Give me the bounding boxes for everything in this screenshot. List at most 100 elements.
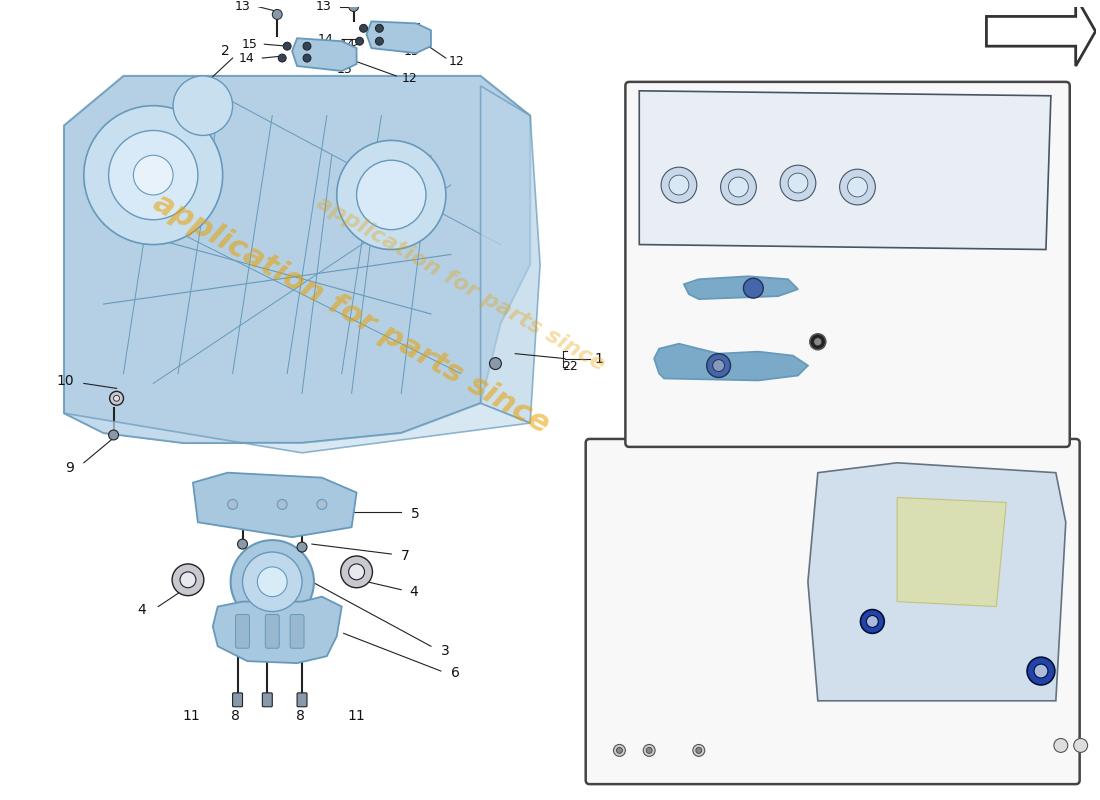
Polygon shape (684, 276, 798, 299)
FancyBboxPatch shape (290, 614, 304, 648)
Text: 13: 13 (316, 0, 332, 13)
Circle shape (283, 42, 292, 50)
Circle shape (109, 130, 198, 220)
Polygon shape (64, 76, 530, 443)
Text: 10: 10 (56, 374, 74, 389)
Circle shape (133, 155, 173, 195)
Circle shape (297, 542, 307, 552)
Text: 15: 15 (242, 38, 257, 50)
Polygon shape (481, 86, 540, 423)
Text: 9: 9 (65, 461, 74, 474)
Text: 11: 11 (348, 709, 365, 722)
Text: 13: 13 (234, 0, 251, 13)
Text: 17: 17 (927, 652, 943, 665)
Circle shape (375, 24, 384, 32)
Text: 8: 8 (296, 709, 305, 722)
Polygon shape (898, 498, 1006, 606)
FancyBboxPatch shape (235, 614, 250, 648)
Text: 4: 4 (138, 602, 146, 617)
Circle shape (109, 430, 119, 440)
Text: 4: 4 (409, 585, 418, 598)
Circle shape (693, 745, 705, 756)
Circle shape (1054, 738, 1068, 752)
Circle shape (242, 552, 302, 611)
Circle shape (744, 278, 763, 298)
Circle shape (273, 10, 283, 19)
Polygon shape (192, 473, 356, 537)
Text: 3: 3 (441, 644, 450, 658)
Circle shape (180, 572, 196, 588)
Polygon shape (212, 597, 342, 663)
Circle shape (231, 540, 314, 623)
Text: 14: 14 (318, 33, 333, 46)
FancyBboxPatch shape (265, 614, 279, 648)
Circle shape (356, 160, 426, 230)
Circle shape (113, 395, 120, 402)
Text: 14: 14 (239, 51, 254, 65)
Text: 15: 15 (323, 45, 340, 58)
Circle shape (302, 54, 311, 62)
Text: 8: 8 (231, 709, 240, 722)
Circle shape (302, 42, 311, 50)
Circle shape (257, 567, 287, 597)
Text: 11: 11 (183, 709, 200, 722)
Text: 5: 5 (411, 507, 420, 522)
Circle shape (228, 499, 238, 510)
Text: application for parts since: application for parts since (314, 193, 608, 375)
Polygon shape (654, 344, 807, 381)
Circle shape (867, 615, 878, 627)
FancyBboxPatch shape (297, 693, 307, 706)
Circle shape (173, 76, 232, 135)
Circle shape (238, 539, 248, 549)
Text: 22: 22 (562, 360, 578, 373)
Circle shape (277, 499, 287, 510)
Polygon shape (807, 462, 1066, 701)
Circle shape (110, 391, 123, 406)
Text: 1: 1 (595, 352, 604, 366)
Circle shape (616, 747, 623, 754)
Circle shape (172, 564, 204, 596)
FancyBboxPatch shape (585, 439, 1080, 784)
Text: 18: 18 (1054, 704, 1069, 718)
Text: 12: 12 (402, 73, 417, 86)
Circle shape (1074, 738, 1088, 752)
Text: 15: 15 (337, 63, 353, 77)
Circle shape (614, 745, 626, 756)
Text: 20: 20 (890, 299, 906, 313)
Circle shape (706, 354, 730, 378)
Circle shape (349, 2, 359, 11)
Text: 12: 12 (449, 54, 464, 67)
Circle shape (1034, 664, 1048, 678)
Circle shape (355, 38, 363, 45)
Text: 6: 6 (451, 666, 460, 680)
Polygon shape (64, 403, 530, 453)
Circle shape (341, 556, 373, 588)
Circle shape (720, 169, 757, 205)
Polygon shape (987, 0, 1096, 66)
Circle shape (713, 360, 725, 371)
Text: 2: 2 (221, 44, 230, 58)
Text: 17: 17 (865, 665, 880, 678)
Text: 16: 16 (776, 590, 791, 603)
Circle shape (1027, 657, 1055, 685)
Polygon shape (366, 22, 431, 53)
Circle shape (696, 747, 702, 754)
Circle shape (337, 141, 446, 250)
Circle shape (278, 54, 286, 62)
Circle shape (848, 177, 868, 197)
Polygon shape (293, 38, 356, 71)
Circle shape (349, 564, 364, 580)
Text: 15: 15 (404, 45, 419, 58)
FancyBboxPatch shape (232, 693, 242, 706)
Text: application for parts since: application for parts since (148, 188, 554, 440)
Circle shape (860, 610, 884, 634)
Circle shape (810, 334, 826, 350)
Circle shape (375, 38, 384, 45)
Text: 7: 7 (402, 549, 410, 563)
Polygon shape (639, 91, 1050, 250)
Circle shape (661, 167, 696, 203)
Circle shape (644, 745, 656, 756)
Circle shape (780, 165, 816, 201)
Circle shape (669, 175, 689, 195)
Circle shape (317, 499, 327, 510)
